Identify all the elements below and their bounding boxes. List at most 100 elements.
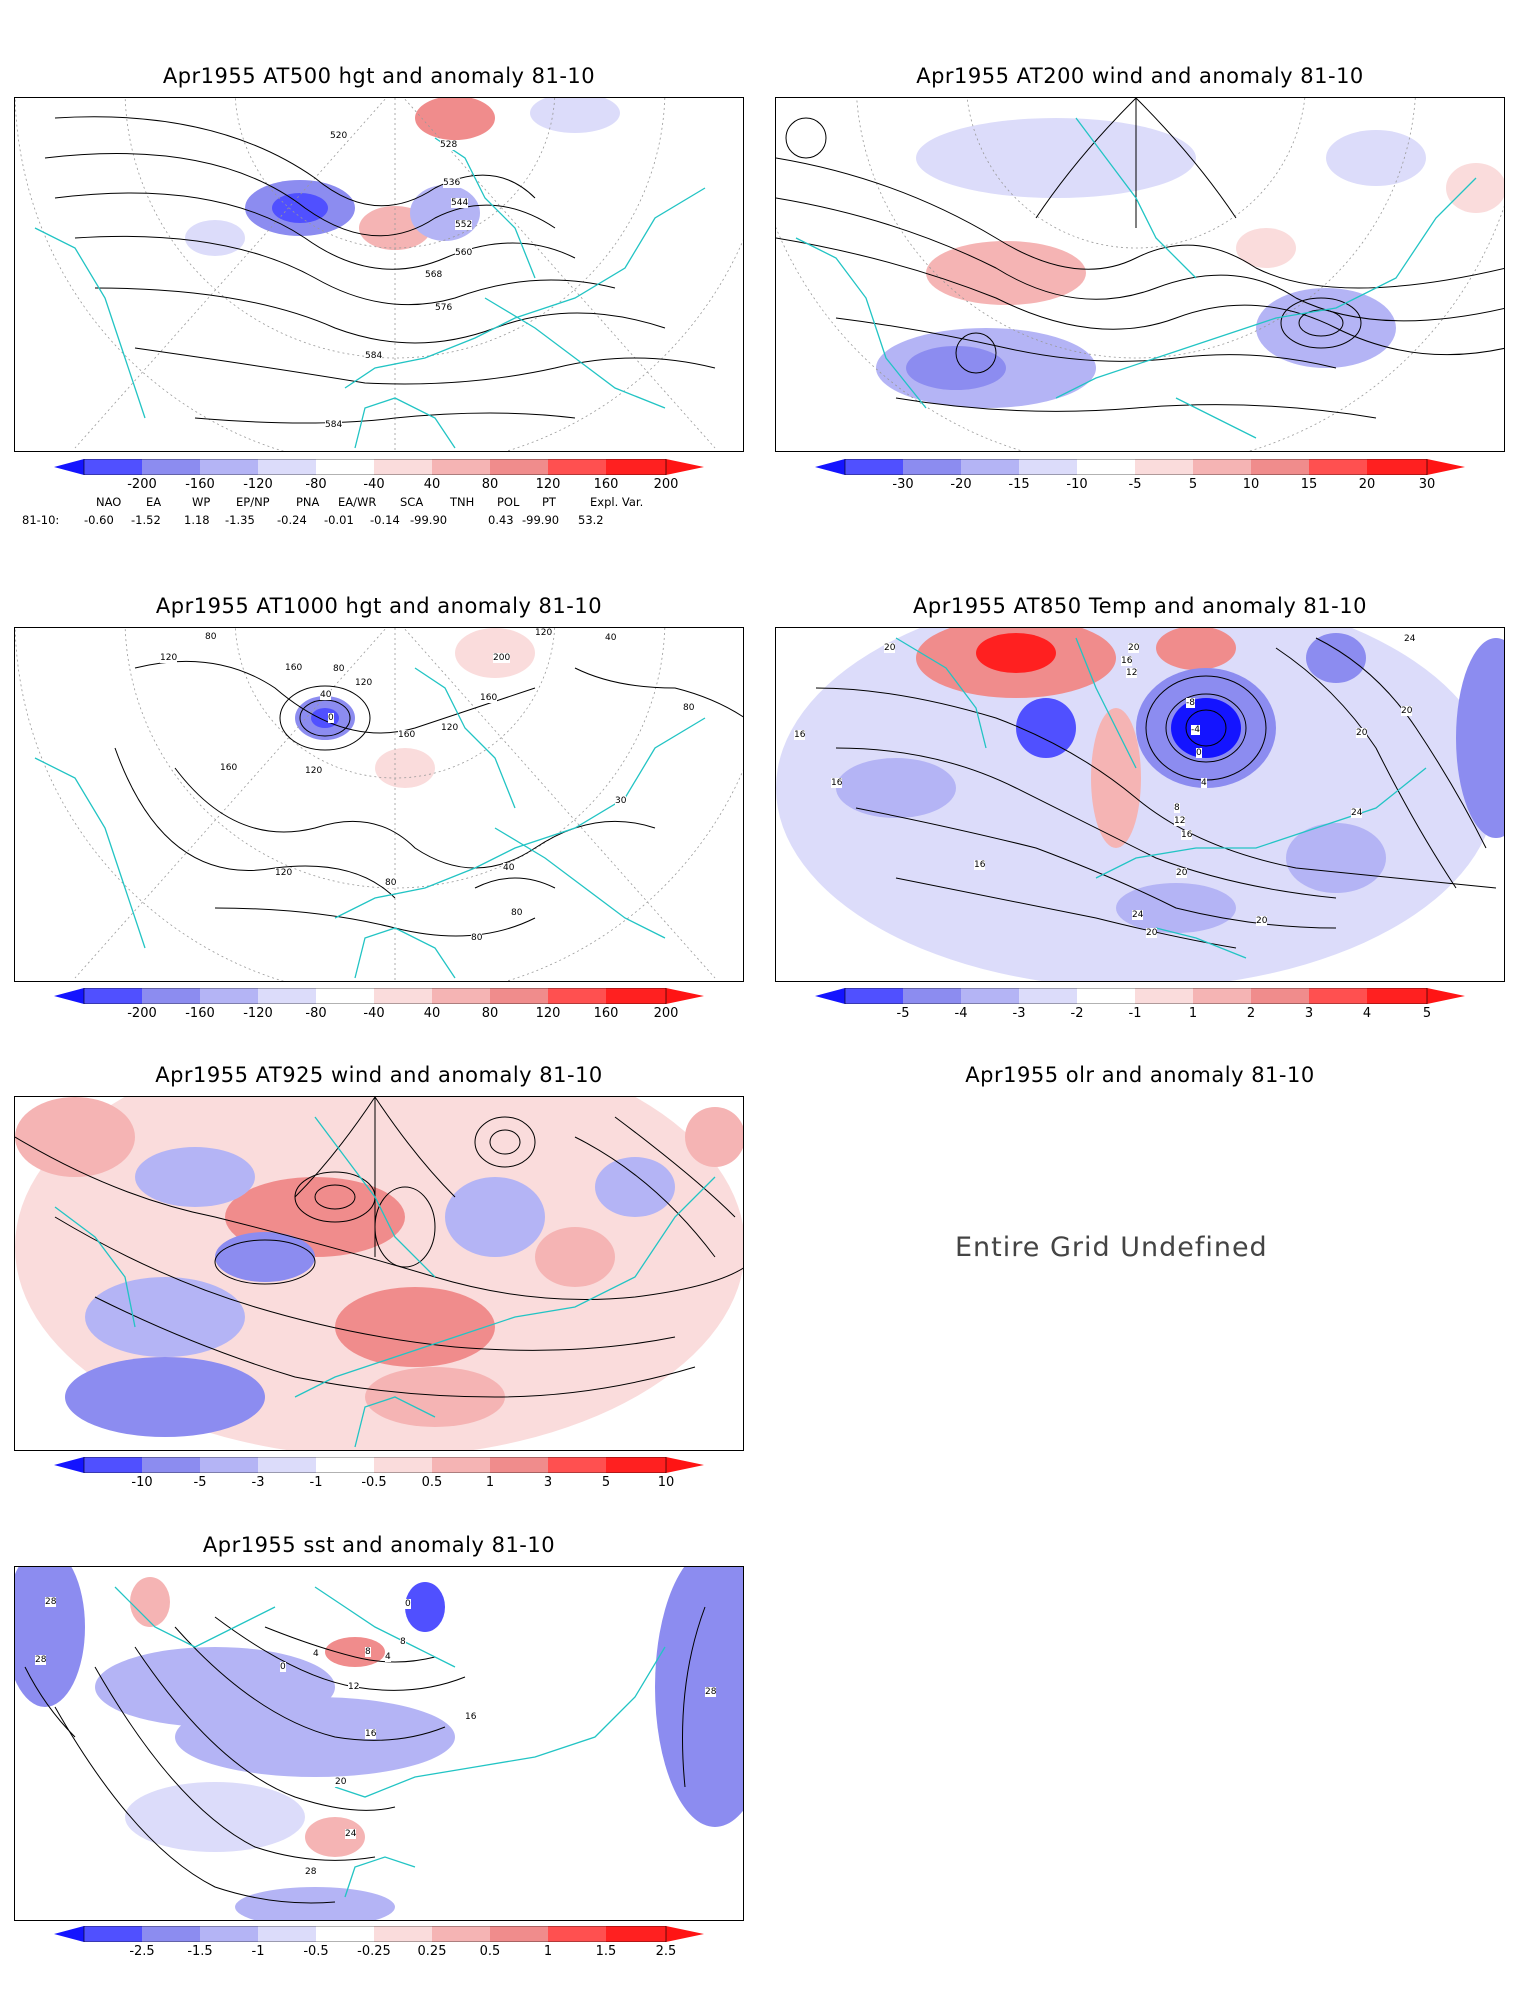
contour-label: 24: [1132, 910, 1144, 920]
colorbar-at850: -5 -4 -3 -2 -1 1 2 3 4 5: [815, 987, 1465, 1024]
colorbar-tick: 160: [593, 477, 619, 492]
contour-label: 0: [328, 713, 334, 723]
colorbar-tick: 10: [657, 1475, 675, 1490]
colorbar-tick: -1.5: [187, 1944, 213, 1959]
colorbar-sst: -2.5 -1.5 -1 -0.5 -0.25 0.25 0.5 1 1.5 2…: [54, 1925, 704, 1962]
colorbar-tick: 20: [1358, 477, 1376, 492]
teleconnection-value: -0.14: [370, 513, 400, 527]
colorbar-tick: 15: [1300, 477, 1318, 492]
contour-label: 0: [405, 1599, 411, 1609]
teleconnection-header: EA/WR: [338, 495, 377, 509]
contour-label: 24: [1404, 634, 1416, 644]
teleconnection-value: -99.90: [522, 513, 560, 527]
contour-label: 568: [425, 270, 443, 280]
colorbar-sst-swatches: [54, 1925, 704, 1943]
teleconnection-header: PT: [542, 495, 556, 509]
contour-label: 20: [1356, 728, 1368, 738]
contour-label: 200: [493, 653, 511, 663]
contour-label: 520: [330, 131, 348, 141]
colorbar-at925: -10 -5 -3 -1 -0.5 0.5 1 3 5 10: [54, 1456, 704, 1493]
contour-label: 28: [35, 1655, 47, 1665]
colorbar-tick: 2: [1246, 1006, 1256, 1021]
contour-label: 20: [884, 643, 896, 653]
teleconnection-header: POL: [497, 495, 520, 509]
colorbar-tick: 200: [653, 1006, 679, 1021]
contour-label: 80: [683, 703, 695, 713]
contour-label: 16: [974, 860, 986, 870]
teleconnection-headers: NAO EA WP EP/NP PNA EA/WR SCA TNH POL PT…: [0, 495, 740, 511]
teleconnection-header: TNH: [450, 495, 475, 509]
colorbar-tick: 2.5: [655, 1944, 677, 1959]
colorbar-tick: -10: [131, 1475, 153, 1490]
colorbar-tick: 1: [1188, 1006, 1198, 1021]
colorbar-tick: 5: [1188, 477, 1198, 492]
contour-label: 4: [1201, 778, 1207, 788]
colorbar-tick: 0.25: [417, 1944, 447, 1959]
colorbar-tick: 4: [1362, 1006, 1372, 1021]
contour-label: 0: [280, 1662, 286, 1672]
teleconnection-header: WP: [192, 495, 211, 509]
colorbar-tick: -0.5: [303, 1944, 329, 1959]
colorbar-tick: -4: [954, 1006, 968, 1021]
colorbar-tick: -0.5: [361, 1475, 387, 1490]
colorbar-tick: -40: [363, 477, 385, 492]
colorbar-tick: -200: [127, 1006, 157, 1021]
colorbar-tick: 5: [601, 1475, 611, 1490]
contour-label: 28: [305, 1867, 317, 1877]
colorbar-tick: 5: [1422, 1006, 1432, 1021]
colorbar-at850-swatches: [815, 987, 1465, 1005]
teleconnection-value: -0.01: [324, 513, 354, 527]
teleconnection-value: 0.43: [488, 513, 514, 527]
title-at1000: Apr1955 AT1000 hgt and anomaly 81-10: [155, 594, 603, 618]
colorbar-at200-swatches: [815, 458, 1465, 476]
contour-label: 80: [205, 632, 217, 642]
colorbar-tick: -30: [892, 477, 914, 492]
teleconnection-values: 81-10: -0.60 -1.52 1.18 -1.35 -0.24 -0.0…: [0, 513, 740, 529]
contour-label: 560: [455, 248, 473, 258]
colorbar-tick: 0.5: [479, 1944, 501, 1959]
map-at925: [14, 1096, 744, 1451]
colorbar-tick: -10: [1066, 477, 1088, 492]
contour-label: -8: [1186, 698, 1195, 708]
contour-label: 80: [471, 933, 483, 943]
colorbar-tick: -5: [1128, 477, 1142, 492]
contour-label: 12: [1126, 668, 1138, 678]
contour-label: 40: [320, 690, 332, 700]
contour-label: 4: [385, 1652, 391, 1662]
contour-label: 12: [348, 1682, 360, 1692]
contour-label: 120: [355, 678, 373, 688]
colorbar-tick: 80: [481, 1006, 499, 1021]
contour-label: 8: [1174, 803, 1180, 813]
colorbar-tick: -120: [243, 477, 273, 492]
contour-label: 120: [275, 868, 293, 878]
teleconnection-value: -0.24: [277, 513, 307, 527]
colorbar-at500-swatches: [54, 458, 704, 476]
colorbar-tick: -2.5: [129, 1944, 155, 1959]
map-at1000: 80 120 160 80 120 40 0 120 160 120 200 4…: [14, 627, 744, 982]
contour-label: 120: [305, 766, 323, 776]
teleconnection-header: NAO: [96, 495, 122, 509]
contour-label: 20: [1401, 706, 1413, 716]
colorbar-tick: -160: [185, 1006, 215, 1021]
teleconnection-value: -1.35: [225, 513, 255, 527]
colorbar-tick: 30: [1418, 477, 1436, 492]
title-olr: Apr1955 olr and anomaly 81-10: [965, 1063, 1315, 1087]
teleconnection-header: EP/NP: [236, 495, 270, 509]
contour-label: 544: [451, 198, 469, 208]
colorbar-tick: 10: [1242, 477, 1260, 492]
colorbar-tick: 3: [1304, 1006, 1314, 1021]
map-sst-graphic: [15, 1567, 743, 1920]
title-at850: Apr1955 AT850 Temp and anomaly 81-10: [913, 594, 1367, 618]
teleconnection-header: PNA: [296, 495, 320, 509]
colorbar-tick: -5: [896, 1006, 910, 1021]
teleconnection-value: -99.90: [410, 513, 448, 527]
contour-label: 16: [794, 730, 806, 740]
colorbar-tick: -160: [185, 477, 215, 492]
colorbar-tick: -2: [1070, 1006, 1084, 1021]
colorbar-tick: -80: [305, 1006, 327, 1021]
title-sst: Apr1955 sst and anomaly 81-10: [202, 1533, 556, 1557]
contour-label: 552: [455, 220, 473, 230]
map-at925-graphic: [15, 1097, 743, 1450]
colorbar-tick: -120: [243, 1006, 273, 1021]
contour-label: 160: [398, 730, 416, 740]
